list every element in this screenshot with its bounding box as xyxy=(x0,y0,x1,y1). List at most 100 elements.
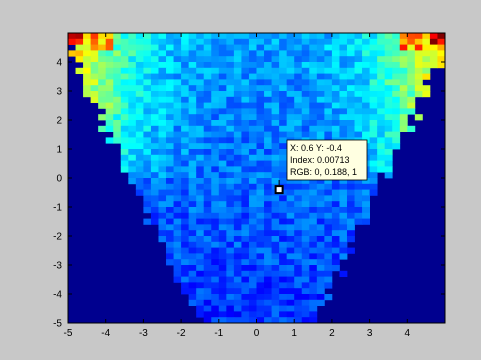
heatmap-cell xyxy=(203,131,212,138)
heatmap-cell xyxy=(248,189,257,196)
heatmap-cell xyxy=(407,56,416,63)
heatmap-cell xyxy=(158,62,167,69)
heatmap-cell xyxy=(339,120,348,127)
heatmap-cell xyxy=(248,183,257,190)
heatmap-cell xyxy=(256,67,265,74)
heatmap-cell xyxy=(407,108,416,115)
heatmap-cell xyxy=(339,56,348,63)
heatmap-cell xyxy=(143,166,152,173)
heatmap-cell xyxy=(248,259,257,266)
heatmap-cell xyxy=(113,108,122,115)
heatmap-cell xyxy=(150,195,159,202)
heatmap-cell xyxy=(309,189,318,196)
heatmap-cell xyxy=(248,270,257,277)
x-tick-label: 0 xyxy=(254,328,260,339)
heatmap-cell xyxy=(279,253,288,260)
heatmap-cell xyxy=(98,56,107,63)
heatmap-cell xyxy=(233,241,242,248)
data-tip-marker[interactable] xyxy=(274,185,284,195)
heatmap-cell xyxy=(377,50,386,57)
heatmap-cell xyxy=(271,149,280,156)
heatmap-cell xyxy=(218,160,227,167)
heatmap-cell xyxy=(324,38,333,45)
heatmap-cell xyxy=(271,38,280,45)
heatmap-cell xyxy=(271,236,280,243)
heatmap-cell xyxy=(294,282,303,289)
heatmap-cell xyxy=(301,201,310,208)
data-tip[interactable]: X: 0.6 Y: -0.4 Index: 0.00713 RGB: 0, 0.… xyxy=(274,139,368,195)
y-tick-label: -3 xyxy=(53,261,62,272)
heatmap-cell xyxy=(188,62,197,69)
heatmap-cell xyxy=(316,195,325,202)
heatmap-cell xyxy=(196,143,205,150)
heatmap-cell xyxy=(256,241,265,248)
heatmap-cell xyxy=(135,102,144,109)
heatmap-cell xyxy=(309,38,318,45)
heatmap-cell xyxy=(181,230,190,237)
heatmap-cell xyxy=(150,120,159,127)
heatmap-axes xyxy=(68,33,446,324)
heatmap-cell xyxy=(120,137,129,144)
heatmap-cell xyxy=(309,120,318,127)
heatmap-cell xyxy=(98,96,107,103)
heatmap-cell xyxy=(128,50,137,57)
heatmap-cell xyxy=(369,114,378,121)
heatmap-cell xyxy=(143,114,152,121)
heatmap-cell xyxy=(188,189,197,196)
heatmap-cell xyxy=(324,270,333,277)
heatmap-cell xyxy=(173,230,182,237)
heatmap-cell xyxy=(331,131,340,138)
heatmap-cell xyxy=(181,201,190,208)
heatmap-cell xyxy=(331,183,340,190)
heatmap-cell xyxy=(309,305,318,312)
heatmap-cell xyxy=(392,108,401,115)
heatmap-cell xyxy=(294,131,303,138)
heatmap-cell xyxy=(264,299,272,306)
heatmap-cell xyxy=(279,299,288,306)
heatmap-cell xyxy=(173,236,182,243)
heatmap-cell xyxy=(166,143,174,150)
heatmap-cell xyxy=(362,56,370,63)
y-tick-label: 1 xyxy=(56,145,62,156)
heatmap-cell xyxy=(135,91,144,98)
heatmap-cell xyxy=(105,120,114,127)
heatmap-cell xyxy=(218,102,227,109)
heatmap-cell xyxy=(377,120,386,127)
heatmap-cell xyxy=(181,189,190,196)
heatmap-cell xyxy=(68,38,76,45)
heatmap-cell xyxy=(211,143,220,150)
heatmap-cell xyxy=(166,120,174,127)
heatmap-cell xyxy=(166,50,174,57)
heatmap-cell xyxy=(188,241,197,248)
heatmap-cell xyxy=(362,201,370,208)
heatmap-cell xyxy=(166,62,174,69)
heatmap-cell xyxy=(384,108,393,115)
heatmap-cell xyxy=(316,282,325,289)
heatmap-cell xyxy=(407,73,416,80)
heatmap-cell xyxy=(241,270,250,277)
heatmap-cell xyxy=(331,212,340,219)
heatmap-cell xyxy=(316,230,325,237)
data-tip-box xyxy=(286,139,368,181)
heatmap-cell xyxy=(248,253,257,260)
heatmap-cell xyxy=(128,85,137,92)
heatmap-cell xyxy=(166,67,174,74)
heatmap-cell xyxy=(294,288,303,295)
heatmap-cell xyxy=(226,183,235,190)
heatmap-cell xyxy=(301,247,310,254)
heatmap-cell xyxy=(331,67,340,74)
heatmap-cell xyxy=(279,201,288,208)
heatmap-cell xyxy=(316,120,325,127)
heatmap-cell xyxy=(188,33,197,40)
heatmap-cell xyxy=(256,178,265,185)
heatmap-cell xyxy=(241,166,250,173)
heatmap-cell xyxy=(203,91,212,98)
heatmap-cell xyxy=(331,265,340,272)
heatmap-cell xyxy=(150,143,159,150)
heatmap-cell xyxy=(211,212,220,219)
heatmap-cell xyxy=(256,131,265,138)
heatmap-cell xyxy=(181,67,190,74)
heatmap-cell xyxy=(248,149,257,156)
heatmap-cell xyxy=(339,73,348,80)
heatmap-cell xyxy=(294,218,303,225)
